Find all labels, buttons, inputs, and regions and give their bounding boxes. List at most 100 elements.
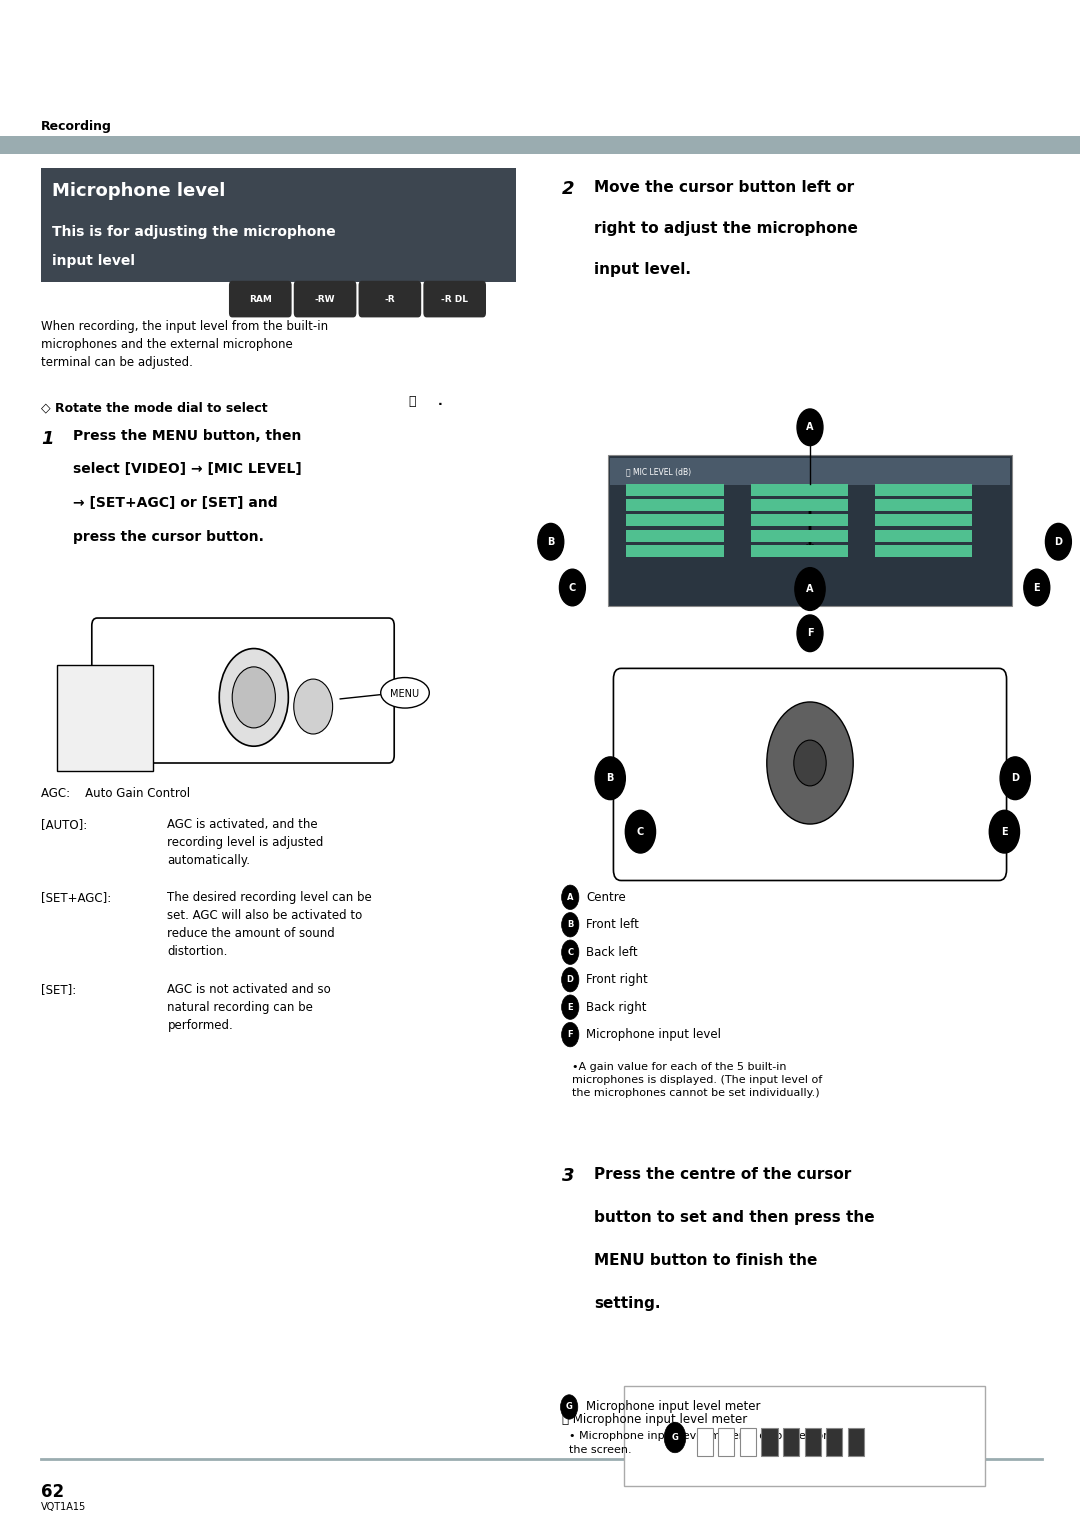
Text: •A gain value for each of the 5 built-in
microphones is displayed. (The input le: •A gain value for each of the 5 built-in… xyxy=(572,1062,823,1099)
FancyBboxPatch shape xyxy=(624,1386,985,1486)
Text: Back right: Back right xyxy=(586,1001,647,1013)
Text: When recording, the input level from the built-in
microphones and the external m: When recording, the input level from the… xyxy=(41,320,328,369)
Text: D: D xyxy=(1011,774,1020,783)
Text: [AUTO]:: [AUTO]: xyxy=(41,818,87,832)
Circle shape xyxy=(562,913,579,937)
Text: A: A xyxy=(567,893,573,902)
FancyBboxPatch shape xyxy=(626,499,724,511)
FancyBboxPatch shape xyxy=(848,1428,864,1456)
Text: F: F xyxy=(807,629,813,638)
FancyBboxPatch shape xyxy=(751,545,848,557)
FancyBboxPatch shape xyxy=(805,1428,821,1456)
Text: Back left: Back left xyxy=(586,946,638,958)
Text: AGC:    Auto Gain Control: AGC: Auto Gain Control xyxy=(41,787,190,801)
FancyBboxPatch shape xyxy=(41,168,516,282)
FancyBboxPatch shape xyxy=(783,1428,799,1456)
Text: Front left: Front left xyxy=(586,919,639,931)
FancyBboxPatch shape xyxy=(740,1428,756,1456)
FancyBboxPatch shape xyxy=(626,530,724,542)
FancyBboxPatch shape xyxy=(718,1428,734,1456)
Text: Recording: Recording xyxy=(41,121,112,133)
Text: select [VIDEO] → [MIC LEVEL]: select [VIDEO] → [MIC LEVEL] xyxy=(73,462,302,476)
Circle shape xyxy=(562,885,579,909)
Circle shape xyxy=(232,667,275,728)
FancyBboxPatch shape xyxy=(359,281,421,317)
Circle shape xyxy=(559,569,585,606)
Text: press the cursor button.: press the cursor button. xyxy=(73,530,265,543)
Text: 3: 3 xyxy=(562,1167,575,1186)
FancyBboxPatch shape xyxy=(92,618,394,763)
Text: MENU button to finish the: MENU button to finish the xyxy=(594,1253,818,1268)
Circle shape xyxy=(562,1022,579,1047)
Circle shape xyxy=(1000,757,1030,800)
Circle shape xyxy=(1045,523,1071,560)
Text: C: C xyxy=(637,827,644,836)
FancyBboxPatch shape xyxy=(875,499,972,511)
Circle shape xyxy=(294,679,333,734)
Text: E: E xyxy=(567,1003,573,1012)
Text: B: B xyxy=(567,920,573,929)
Text: AGC is not activated and so
natural recording can be
performed.: AGC is not activated and so natural reco… xyxy=(167,983,332,1032)
Circle shape xyxy=(664,1422,686,1453)
Circle shape xyxy=(595,757,625,800)
Text: 62: 62 xyxy=(41,1483,64,1502)
Text: RAM: RAM xyxy=(248,295,272,304)
FancyBboxPatch shape xyxy=(751,514,848,526)
Text: D: D xyxy=(1054,537,1063,546)
FancyBboxPatch shape xyxy=(875,484,972,496)
Text: MENU: MENU xyxy=(391,690,419,699)
Circle shape xyxy=(562,940,579,964)
Circle shape xyxy=(989,810,1020,853)
FancyBboxPatch shape xyxy=(697,1428,713,1456)
FancyBboxPatch shape xyxy=(294,281,356,317)
Text: The desired recording level can be
set. AGC will also be activated to
reduce the: The desired recording level can be set. … xyxy=(167,891,373,958)
FancyBboxPatch shape xyxy=(423,281,486,317)
FancyBboxPatch shape xyxy=(0,136,1080,154)
Text: → [SET+AGC] or [SET] and: → [SET+AGC] or [SET] and xyxy=(73,496,278,510)
Circle shape xyxy=(625,810,656,853)
Text: This is for adjusting the microphone: This is for adjusting the microphone xyxy=(52,224,336,240)
Text: -R: -R xyxy=(384,295,395,304)
Text: A: A xyxy=(807,584,813,594)
Ellipse shape xyxy=(380,678,430,708)
Text: Microphone level: Microphone level xyxy=(52,182,226,200)
Text: • Microphone input level meter is displayed on
the screen.: • Microphone input level meter is displa… xyxy=(569,1431,831,1454)
Circle shape xyxy=(794,740,826,786)
FancyBboxPatch shape xyxy=(229,281,292,317)
Circle shape xyxy=(538,523,564,560)
Text: .: . xyxy=(437,395,442,409)
Text: 🎤 MIC LEVEL (dB): 🎤 MIC LEVEL (dB) xyxy=(626,467,691,476)
Circle shape xyxy=(1024,569,1050,606)
Text: VQT1A15: VQT1A15 xyxy=(41,1502,86,1512)
Text: [SET+AGC]:: [SET+AGC]: xyxy=(41,891,111,905)
Text: ◇ Rotate the mode dial to select: ◇ Rotate the mode dial to select xyxy=(41,401,268,415)
Text: B: B xyxy=(548,537,554,546)
Circle shape xyxy=(562,995,579,1019)
Text: input level.: input level. xyxy=(594,262,691,278)
Circle shape xyxy=(219,649,288,746)
Text: 2: 2 xyxy=(562,180,575,198)
Circle shape xyxy=(767,702,853,824)
Text: 1: 1 xyxy=(41,430,54,449)
FancyBboxPatch shape xyxy=(875,514,972,526)
Text: input level: input level xyxy=(52,253,135,269)
Text: AGC is activated, and the
recording level is adjusted
automatically.: AGC is activated, and the recording leve… xyxy=(167,818,324,867)
FancyBboxPatch shape xyxy=(57,665,153,771)
FancyBboxPatch shape xyxy=(826,1428,842,1456)
FancyBboxPatch shape xyxy=(875,530,972,542)
Text: C: C xyxy=(567,948,573,957)
FancyBboxPatch shape xyxy=(875,545,972,557)
FancyBboxPatch shape xyxy=(626,545,724,557)
Circle shape xyxy=(561,1395,578,1419)
Circle shape xyxy=(562,967,579,992)
Text: Centre: Centre xyxy=(586,891,626,903)
Text: A: A xyxy=(806,423,814,432)
Text: Microphone input level: Microphone input level xyxy=(586,1029,721,1041)
FancyBboxPatch shape xyxy=(751,499,848,511)
Text: B: B xyxy=(607,774,613,783)
Text: Move the cursor button left or: Move the cursor button left or xyxy=(594,180,854,195)
Text: G: G xyxy=(566,1402,572,1412)
Text: G: G xyxy=(672,1433,678,1442)
Text: E: E xyxy=(1034,583,1040,592)
FancyBboxPatch shape xyxy=(626,514,724,526)
